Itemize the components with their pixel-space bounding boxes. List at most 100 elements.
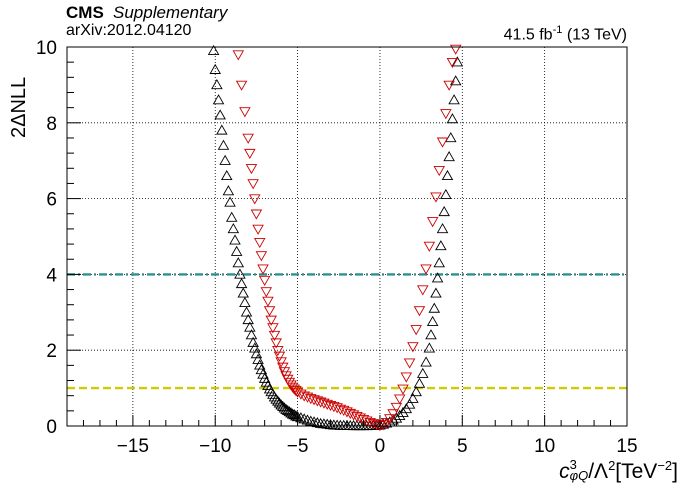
data-point [387,409,399,420]
x-label-sub: φQ [569,468,589,484]
data-point [311,417,324,428]
data-point [273,351,286,362]
data-point [288,384,301,395]
lumi-value: 41.5 fb [503,26,553,44]
data-point [397,406,409,417]
data-point [400,372,413,383]
data-point [446,57,459,69]
tick-labels: −15 −10 −5 0 5 10 15 0 2 4 6 8 10 [36,38,638,457]
x-tick-label: −5 [287,436,309,457]
data-point [449,75,462,86]
axis-ticks [66,46,628,427]
data-point [275,357,287,368]
data-point [413,377,426,388]
data-point [295,412,307,423]
x-label-sup2: 2 [608,458,616,473]
y-tick-label: 4 [46,265,57,286]
data-point [433,257,446,268]
data-point [217,139,230,150]
data-point [397,384,409,395]
data-point [433,165,446,177]
data-point [410,325,422,336]
data-point [426,217,439,228]
data-point [435,240,447,251]
data-point [416,367,429,378]
y-tick-label: 6 [46,190,57,211]
data-point [448,94,460,105]
y-axis-label-text: 2ΔNLL [8,76,30,138]
data-point [222,185,235,196]
data-point [265,315,278,326]
data-point [431,272,444,283]
data-point [290,386,302,397]
x-label-rest: /Λ [588,460,609,483]
data-point [253,359,266,370]
data-point [239,107,251,118]
data-point [255,251,268,262]
grid-lines [67,46,628,427]
y-tick-label: 8 [46,114,57,135]
x-tick-label: −10 [199,436,231,457]
data-point [285,407,297,418]
x-label-unit-exp: −2 [657,458,673,473]
data-point [232,50,245,61]
data-point [270,338,282,349]
data-point [449,44,462,55]
reference-lines [67,273,627,390]
data-point [224,196,236,207]
x-label-sup: 3 [569,457,577,473]
data-point [272,346,284,357]
x-tick-label: 15 [616,436,637,457]
data-point [252,353,264,364]
data-point [446,113,459,124]
data-point [207,44,220,55]
data-point [451,56,464,67]
arxiv-label: arXiv:2012.04120 [66,22,192,39]
data-point [268,330,281,341]
data-point [216,124,228,135]
data-point [250,209,263,220]
data-point [290,410,302,421]
data-point [443,80,455,91]
data-point [255,364,268,375]
y-tick-label: 2 [46,341,57,362]
data-point [444,132,457,143]
data-point [232,257,245,268]
data-point [384,414,396,425]
data-point [420,264,432,275]
data-point [230,245,243,256]
data-point [407,392,419,403]
data-point [258,372,271,383]
data-point [209,63,222,74]
data-point [403,398,416,409]
data-point [430,287,442,298]
data-point [242,133,254,144]
data-point [219,154,231,165]
data-point [416,285,429,296]
data-point [235,277,248,289]
data-point [248,342,261,353]
data-point [403,358,416,369]
data-point [410,385,422,397]
data-point [423,241,436,252]
data-point [214,109,226,120]
data-point [425,329,437,340]
data-point [258,275,271,286]
data-point [286,382,299,393]
data-point [257,264,269,275]
data-point [225,211,238,222]
data-point [298,413,310,424]
data-point [237,287,250,298]
data-point [390,402,403,413]
data-series [207,44,464,432]
series-triangle-up [207,44,464,431]
x-tick-label: 0 [375,436,386,457]
data-point [212,94,225,105]
luminosity-label: 41.5 fb-1 (13 TeV) [504,24,627,44]
data-point [252,224,264,235]
data-point [441,169,454,181]
x-tick-label: −15 [117,436,149,457]
data-point [288,409,301,420]
data-point [438,205,450,217]
